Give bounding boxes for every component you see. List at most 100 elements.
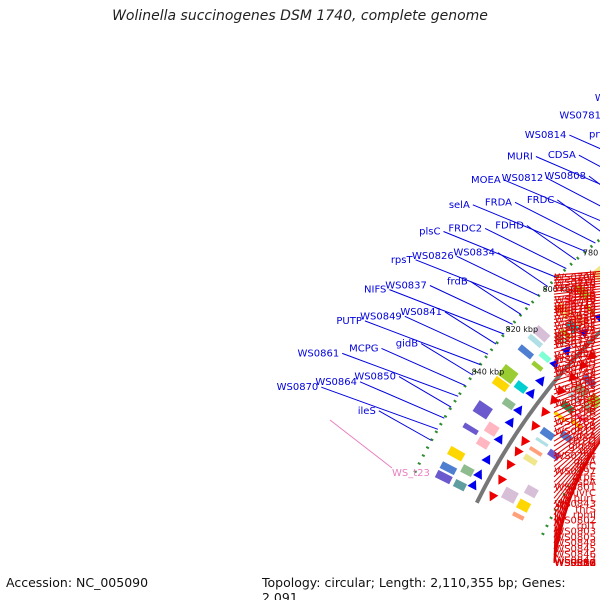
gene-label: WS0870 [277,382,319,393]
gene-label: hypC [570,412,596,423]
gene-label: ARSB [569,311,596,322]
gene-label-leader [553,418,600,452]
gene-label: MUTY [568,298,597,309]
gene-label: selA [449,200,470,211]
gene-label: WS0785 [554,398,596,409]
gene-label: dnaJ [574,275,596,286]
gene-label-leader [404,315,489,355]
gene-label: HYPE [570,376,596,387]
gene-label: ectC [573,558,596,569]
gene-label: greA [573,431,596,442]
gene-label: WS0861 [298,348,340,359]
gene-label: WS0812 [502,173,544,184]
forward-gene-arrow [467,480,477,491]
gene-label-leader [553,302,600,310]
gene-label-leader [553,401,600,427]
gene-label: uvrC [573,488,596,499]
gene-label-leader [553,340,600,353]
gene-label: fdhC [573,286,596,297]
gene-label-leader [553,509,557,564]
reverse-gene-arrow [514,446,524,457]
feature-block [523,484,539,499]
gene-label-leader [553,344,600,357]
gene-label-leader [553,365,600,382]
gene-label-leader [420,343,474,376]
gene-label-leader [378,410,432,441]
feature-block [513,380,529,394]
gene-label: WS0846 [554,550,596,561]
forward-gene-arrow [481,454,491,465]
forward-gene-arrow [512,405,523,416]
gene-label: WS0864 [315,377,357,388]
gene-label: WS0847 [554,556,596,567]
gene-label: HYPD [569,436,597,447]
feature-block [591,265,600,283]
gene-label: CDSA [548,150,576,161]
gene-label-leader [553,408,600,437]
reverse-gene-arrow [521,435,531,447]
gene-label: gidB [396,339,418,350]
rna-gene-label: WS_t23 [392,468,430,479]
gene-label: WS0852 [554,558,596,569]
gene-label: WS0814 [525,130,567,141]
gene-label: FRDC2 [448,223,482,234]
gene-label: WS0849 [360,311,402,322]
feature-block [528,445,543,457]
accession-text: Accession: NC_005090 [6,575,149,590]
gene-label-leader [553,308,600,317]
gene-label: rplT [577,521,597,532]
feature-block [483,421,500,437]
gene-label: WS0843 [554,499,596,510]
gene-label: WS0771 [554,328,596,339]
gene-label: WS0845 [554,544,596,555]
gene-label: rpmI [573,510,596,521]
reverse-gene-arrow [498,474,508,485]
feature-block [511,511,525,521]
feature-block [501,397,516,411]
gene-label: lpxB [574,422,596,433]
gene-label-leader [381,347,466,387]
gene-label: HMOA [565,325,596,336]
gene-label: MCPG [349,343,378,354]
gene-label: WS0777 [554,363,596,374]
gene-label-leader [514,201,596,244]
gene-label: grpE [573,472,596,483]
forward-gene-arrow [504,417,514,428]
feature-block [462,422,479,436]
forward-gene-arrow [534,376,545,387]
gene-label: FLDA [570,372,596,383]
gene-label-leader [535,156,600,185]
gene-label-leader [553,398,600,423]
gene-label-leader [553,380,600,400]
gene-label-leader [553,437,600,488]
gene-label: WS0781 [559,111,600,122]
gene-label: WS0788 [554,368,596,379]
feature-block [460,464,475,478]
gene-label: WS0853 [554,558,596,569]
feature-block [515,498,532,513]
gene-label: prfA [589,129,600,140]
gene-label-leader [553,372,600,391]
gene-label-leader [569,134,600,150]
gene-label: HYPB [569,407,596,418]
gene-label: WS0787 [554,417,596,428]
gene-label: WS0764 [554,321,596,332]
feature-block [491,375,510,393]
gene-label: WS0837 [385,281,427,292]
gene-label-leader [553,337,600,349]
gene-label-leader [553,320,600,331]
gene-label: rpsT [391,255,414,266]
gene-label-leader [497,252,548,287]
feature-block [538,350,552,364]
feature-block [531,360,544,372]
gene-label-leader [444,311,497,345]
feature-block [559,400,576,415]
reverse-gene-arrow [550,394,560,405]
gene-label: MURI [507,152,533,163]
feature-block [517,344,535,360]
forward-gene-arrow [525,388,535,400]
gene-label-leader [553,440,600,499]
gene-label-leader [588,175,600,186]
feature-block [472,400,493,420]
